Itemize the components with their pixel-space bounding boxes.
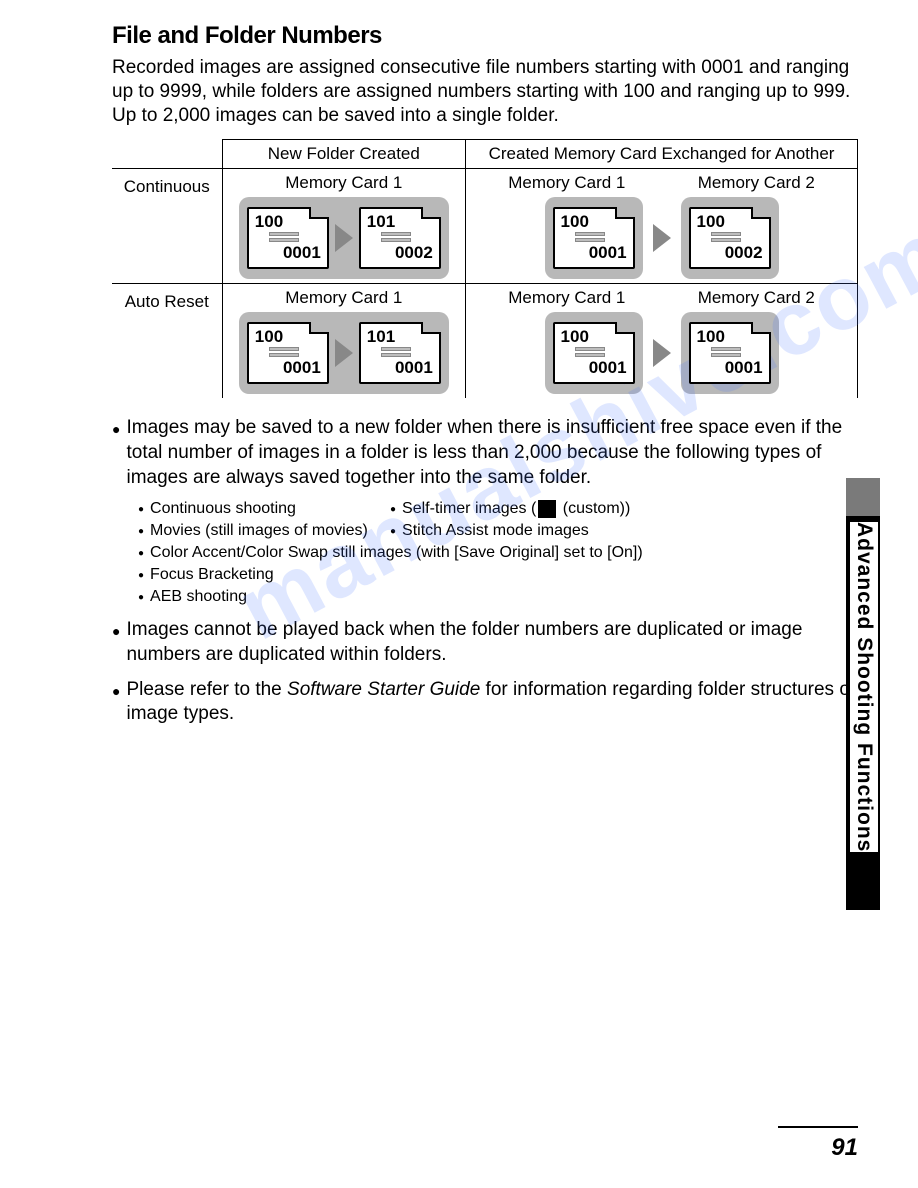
note-3: Please refer to the Software Starter Gui…	[112, 678, 858, 727]
folder-icon: 100 0001	[247, 322, 329, 384]
sub-item: AEB shooting	[138, 588, 858, 608]
cell-autoreset-exchanged: Memory Card 1 Memory Card 2 100 0001	[466, 284, 858, 399]
note-italic: Software Starter Guide	[287, 679, 480, 700]
arrow-icon	[335, 224, 353, 252]
arrow-icon	[335, 339, 353, 367]
folder-table: New Folder Created Created Memory Card E…	[112, 139, 858, 398]
arrow-icon	[653, 224, 671, 252]
cell-continuous-exchanged: Memory Card 1 Memory Card 2 100 0001	[466, 169, 858, 284]
file-number: 0001	[255, 359, 321, 376]
sub-item: Color Accent/Color Swap still images (wi…	[138, 544, 858, 564]
card-block: 100 0001	[545, 197, 643, 279]
file-number: 0002	[697, 244, 763, 261]
card-block: 100 0001	[545, 312, 643, 394]
card-block: 100 0002	[681, 197, 779, 279]
card-block: 100 0001	[681, 312, 779, 394]
sub-item: Self-timer images ( (custom))	[390, 500, 858, 520]
file-number: 0001	[255, 244, 321, 261]
sub-item: Continuous shooting	[138, 500, 378, 520]
file-number: 0001	[697, 359, 763, 376]
side-section-label: Advanced Shooting Functions	[850, 522, 878, 852]
mem-card-label: Memory Card 2	[698, 288, 815, 308]
col-header-exchanged: Created Memory Card Exchanged for Anothe…	[466, 140, 858, 169]
mem-card-label: Memory Card 1	[229, 173, 460, 193]
file-number: 0001	[367, 359, 433, 376]
custom-timer-icon	[538, 500, 556, 518]
folder-icon: 100 0001	[553, 207, 635, 269]
arrow-icon	[653, 339, 671, 367]
note-2: Images cannot be played back when the fo…	[112, 618, 858, 667]
mem-card-label: Memory Card 2	[698, 173, 815, 193]
row-continuous-label: Continuous	[112, 169, 222, 284]
folder-icon: 100 0001	[247, 207, 329, 269]
mem-card-label: Memory Card 1	[508, 288, 625, 308]
folder-icon: 101 0002	[359, 207, 441, 269]
sub-item: Focus Bracketing	[138, 566, 858, 586]
sub-item: Stitch Assist mode images	[390, 522, 858, 542]
folder-icon: 100 0001	[553, 322, 635, 384]
row-autoreset-label: Auto Reset	[112, 284, 222, 399]
mem-card-label: Memory Card 1	[508, 173, 625, 193]
mem-card-label: Memory Card 1	[229, 288, 460, 308]
file-number: 0001	[561, 244, 627, 261]
card-block: 100 0001 101 0002	[239, 197, 449, 279]
note-text: Please refer to the	[126, 679, 287, 700]
page-number-rule	[778, 1126, 858, 1128]
sub-item: Movies (still images of movies)	[138, 522, 378, 542]
note-1-sublist: Continuous shooting Self-timer images ( …	[138, 500, 858, 608]
sub-text: Self-timer images (	[402, 501, 536, 518]
section-title: File and Folder Numbers	[112, 22, 858, 50]
note-1: Images may be saved to a new folder when…	[112, 416, 858, 490]
folder-icon: 100 0001	[689, 322, 771, 384]
sub-text: (custom))	[558, 501, 630, 518]
card-block: 100 0001 101 0001	[239, 312, 449, 394]
cell-continuous-new: Memory Card 1 100 0001 101	[222, 169, 466, 284]
folder-icon: 101 0001	[359, 322, 441, 384]
file-number: 0001	[561, 359, 627, 376]
file-number: 0002	[367, 244, 433, 261]
cell-autoreset-new: Memory Card 1 100 0001 101	[222, 284, 466, 399]
page-content: File and Folder Numbers Recorded images …	[0, 0, 918, 727]
notes-list: Images may be saved to a new folder when…	[112, 416, 858, 727]
folder-icon: 100 0002	[689, 207, 771, 269]
col-header-new: New Folder Created	[222, 140, 466, 169]
intro-paragraph: Recorded images are assigned consecutive…	[112, 56, 858, 127]
page-number: 91	[831, 1134, 858, 1162]
